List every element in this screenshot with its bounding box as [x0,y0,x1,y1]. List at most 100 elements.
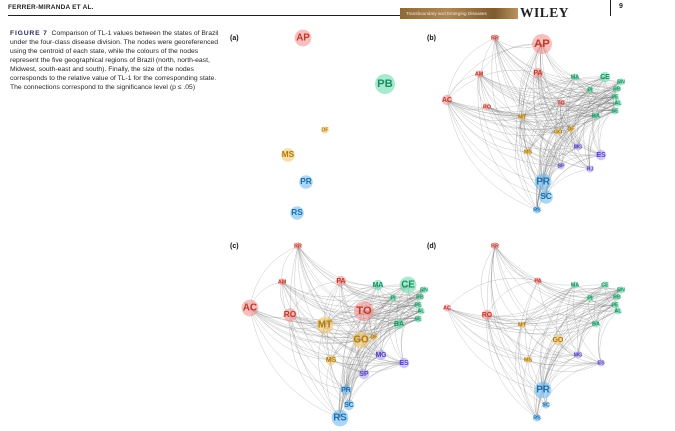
publisher-logo: WILEY [520,5,570,20]
node-label: RO [284,309,297,319]
node-ro [481,309,493,321]
node-label: PB [613,86,621,92]
edge-group [446,245,622,419]
edge [297,245,400,325]
edge [537,72,618,94]
node-am [475,70,483,78]
edge [521,284,606,326]
edge [446,99,538,211]
edge [249,245,299,309]
edge [597,88,618,156]
edge [289,314,362,342]
node-ce [601,281,609,289]
edge [478,73,591,99]
node-label: PB [377,78,393,90]
edge [570,128,591,170]
edge [523,359,538,419]
node-sp [557,162,565,170]
node-label: PI [587,87,593,93]
edge [446,304,616,331]
edge [589,110,616,170]
node-go [352,331,370,349]
node-label: RS [533,415,541,421]
node-label: RS [291,207,303,217]
edge [574,284,622,295]
node-label: PE [611,302,619,308]
edge [486,314,602,365]
node-mt [518,113,526,121]
edge [494,245,539,282]
edge [446,99,547,198]
node-label: MG [574,352,583,358]
edge-group [446,37,622,211]
edge [297,245,419,306]
network-panel-a: (a) AP PB DF MS PR RS [228,28,428,223]
node-label: RR [294,243,302,249]
node-rr [491,34,499,42]
caption-text: Comparison of TL-1 values between the st… [10,30,219,92]
node-sc [539,190,553,204]
edge [521,313,597,326]
node-label: GO [553,337,564,344]
edge [345,362,405,391]
node-label: MS [524,149,533,155]
node-label: PR [536,177,550,188]
edge [515,116,538,211]
edge [537,72,616,100]
node-ac [441,94,453,106]
node-pb [613,85,621,93]
node-label: PR [300,176,312,186]
edge [281,281,365,375]
node-label: MG [574,144,583,150]
edge [446,99,529,153]
edge [557,289,622,341]
edge [521,116,572,132]
node-label: MT [518,322,527,328]
edge [249,307,341,419]
edge [557,102,619,133]
edge [446,307,523,329]
edge [521,85,618,118]
edge [446,37,496,101]
panel-letter: (b) [427,35,436,42]
edge [330,284,379,361]
edge [521,76,576,118]
node-rs [290,206,304,220]
node-label: PE [611,94,619,100]
node-ma [372,279,384,291]
node-label: MS [524,357,533,363]
node-mg [574,143,582,151]
edge [536,154,602,211]
edge [446,70,539,101]
node-ap [532,34,552,54]
edge [573,284,602,364]
node-mg [574,351,582,359]
edge [373,310,422,338]
edge [446,284,576,317]
node-sp [358,368,370,380]
edge [557,76,606,133]
node-label: RS [333,413,347,424]
edge [521,105,597,118]
edge [446,99,559,136]
edge [281,245,299,283]
node-sc [343,399,355,411]
edge [486,106,616,128]
edge [570,96,616,130]
edge [494,245,576,286]
panel-letter: (d) [427,243,436,250]
node-label: RO [482,312,493,319]
node-label: BA [394,321,404,328]
edge [446,99,523,121]
edge [527,102,562,153]
edge [478,73,591,170]
edge [599,310,619,364]
node-df [567,125,575,133]
figure-label: FIGURE 7 [10,30,48,37]
node-pe [414,301,422,309]
node-label: AC [442,97,452,104]
node-ms [524,356,532,364]
node-pr [534,381,552,399]
edge [537,72,619,105]
edge [289,314,350,406]
